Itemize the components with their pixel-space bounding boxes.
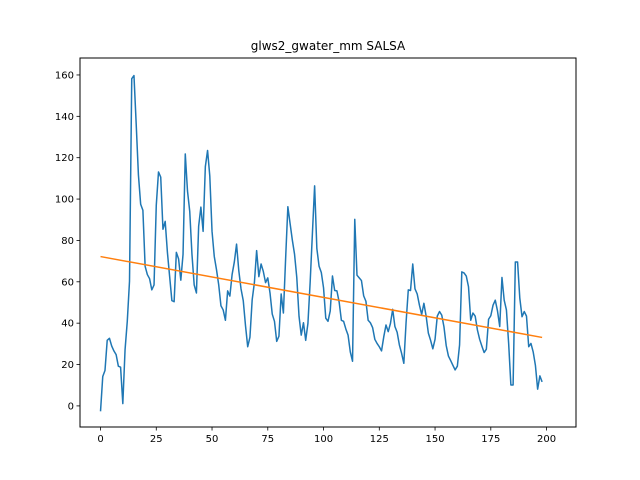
y-tick-label: 40 (61, 319, 74, 330)
x-tick-label: 75 (261, 434, 274, 445)
y-axis: 0 20 40 60 80 100 120 140 160 (55, 70, 80, 412)
y-tick-label: 100 (55, 195, 74, 206)
y-tick-label: 140 (55, 112, 74, 123)
y-tick-label: 0 (68, 401, 74, 412)
x-tick-label: 150 (426, 434, 445, 445)
plot-frame (79, 57, 577, 428)
y-tick-label: 160 (55, 70, 74, 81)
chart-title: glws2_gwater_mm SALSA (251, 39, 406, 53)
y-tick-label: 20 (61, 360, 74, 371)
x-axis: 0 25 50 75 100 125 150 175 200 (97, 427, 556, 445)
x-tick-label: 100 (314, 434, 333, 445)
x-tick-label: 200 (537, 434, 556, 445)
y-tick-label: 60 (61, 277, 74, 288)
x-tick-label: 175 (481, 434, 500, 445)
series-line-0 (99, 74, 543, 412)
x-tick-label: 50 (206, 434, 219, 445)
x-tick-label: 25 (150, 434, 163, 445)
x-tick-label: 125 (370, 434, 389, 445)
series-line-1 (100, 255, 543, 339)
plot-area (99, 74, 543, 412)
y-tick-label: 120 (55, 153, 74, 164)
y-tick-label: 80 (61, 236, 74, 247)
x-tick-label: 0 (97, 434, 103, 445)
